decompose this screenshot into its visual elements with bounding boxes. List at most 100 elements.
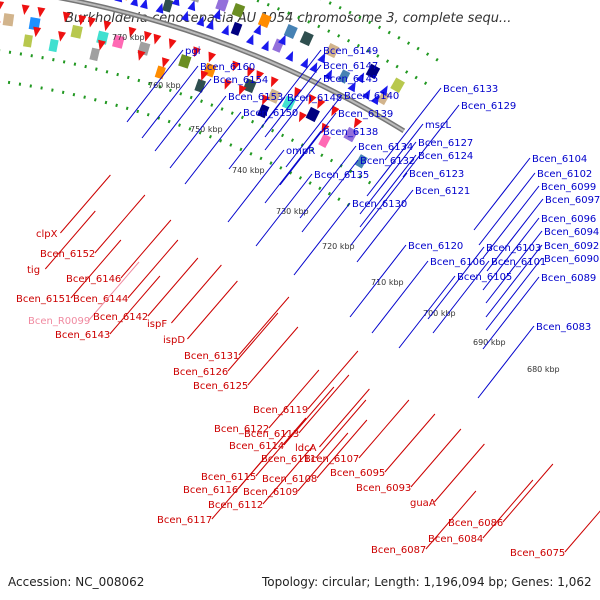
- feature-block: [390, 77, 405, 93]
- reverse-leader-line: [60, 174, 111, 234]
- reverse-leader-line: [283, 386, 335, 446]
- forward-arrow: [253, 24, 261, 36]
- reverse-arrow: [271, 76, 279, 88]
- feature-block: [343, 126, 358, 143]
- reverse-gene-label: ispF: [147, 319, 167, 330]
- reverse-leader-line: [171, 264, 222, 324]
- feature-block: [23, 34, 33, 48]
- reverse-gene-label: Bcen_6144: [73, 294, 128, 305]
- reverse-arrow: [353, 117, 363, 129]
- feature-block: [112, 34, 125, 49]
- feature-block: [188, 0, 202, 3]
- accession-label: Accession: NC_008062: [8, 575, 144, 589]
- forward-gene-label: Bcen_6103: [486, 243, 541, 254]
- feature-block: [242, 78, 257, 94]
- feature-block: [365, 63, 381, 80]
- feature-block: [305, 106, 320, 123]
- map-title: Burkholderia cenocepacia AU 1054 chromos…: [65, 11, 511, 26]
- forward-leader-line: [264, 64, 322, 138]
- forward-arrow: [171, 0, 180, 7]
- forward-leader-line: [227, 149, 285, 223]
- reverse-gene-label: Bcen_6107: [304, 454, 359, 465]
- feature-block: [267, 88, 282, 104]
- reverse-arrow: [162, 57, 170, 68]
- forward-gene-label: Bcen_6096: [541, 214, 596, 225]
- forward-gene-label: Bcen_6145: [323, 74, 378, 85]
- reverse-arrow: [298, 111, 307, 123]
- reverse-leader-line: [247, 326, 299, 386]
- reverse-gene-label: Bcen_6151: [16, 294, 71, 305]
- forward-arrow: [277, 34, 286, 46]
- forward-gene-label: Bcen_6090: [544, 254, 599, 265]
- forward-leader-line: [384, 87, 442, 161]
- reverse-gene-label: Bcen_6087: [371, 545, 426, 556]
- forward-gene-label: Bcen_6133: [443, 84, 498, 95]
- feature-block: [257, 13, 272, 28]
- reverse-gene-label: Bcen_6115: [201, 472, 256, 483]
- reverse-gene-label: Bcen_6086: [448, 518, 503, 529]
- forward-arrow: [139, 0, 148, 10]
- forward-gene-label: Bcen_6104: [532, 154, 587, 165]
- forward-arrow: [324, 69, 333, 81]
- forward-gene-label: Bcen_6160: [200, 62, 255, 73]
- forward-leader-line: [478, 172, 536, 246]
- forward-leader-line: [359, 154, 417, 228]
- forward-leader-line: [477, 325, 535, 399]
- feature-block: [162, 0, 174, 13]
- reverse-gene-label: Bcen_6146: [66, 274, 121, 285]
- forward-gene-label: Bcen_6153: [228, 92, 283, 103]
- reverse-leader-line: [227, 312, 279, 372]
- reverse-arrow: [0, 20, 1, 32]
- forward-arrow: [309, 62, 318, 73]
- forward-arrow: [300, 57, 309, 69]
- reverse-gene-label: Bcen_R0099: [28, 316, 90, 327]
- forward-gene-label: Bcen_6138: [323, 127, 378, 138]
- forward-arrow: [212, 8, 221, 20]
- forward-leader-line: [293, 202, 351, 276]
- topology-summary: Topology: circular; Length: 1,196,094 bp…: [261, 575, 592, 589]
- forward-arrow: [347, 81, 356, 93]
- reverse-arrow: [58, 31, 66, 42]
- reverse-leader-line: [147, 257, 199, 317]
- reverse-leader-line: [434, 443, 485, 503]
- reverse-arrow: [193, 46, 202, 58]
- reverse-leader-line: [316, 419, 368, 479]
- forward-gene-label: Bcen_6148: [287, 93, 342, 104]
- reverse-arrow: [294, 87, 303, 98]
- reverse-gene-label: Bcen_6131: [184, 351, 239, 362]
- reverse-leader-line: [482, 479, 534, 539]
- forward-gene-label: Bcen_6083: [536, 322, 591, 333]
- kbp-tick-label: 690 kbp: [473, 338, 506, 347]
- forward-gene-label: Bcen_6106: [430, 257, 485, 268]
- reverse-arrow: [200, 70, 209, 81]
- feature-block: [257, 104, 270, 119]
- reverse-gene-label: Bcen_6113: [244, 429, 299, 440]
- kbp-tick-label: 740 kbp: [232, 166, 265, 175]
- forward-leader-line: [228, 96, 286, 170]
- reverse-gene-label: Bcen_6117: [157, 515, 212, 526]
- reverse-gene-label: Bcen_6122: [214, 424, 269, 435]
- feature-block: [337, 69, 351, 84]
- reverse-arrow: [239, 84, 247, 96]
- feature-block: [281, 95, 296, 111]
- feature-block: [325, 42, 340, 59]
- reverse-gene-label: clpX: [36, 229, 58, 240]
- reverse-arrow: [321, 122, 330, 134]
- reverse-gene-label: tig: [27, 265, 40, 276]
- forward-leader-line: [485, 244, 543, 318]
- reverse-gene-label: Bcen_6143: [55, 330, 110, 341]
- reverse-arrow: [21, 4, 30, 15]
- forward-gene-label: Bcen_6139: [338, 109, 393, 120]
- reverse-leader-line: [315, 399, 367, 459]
- reverse-gene-label: Bcen_6152: [40, 249, 95, 260]
- forward-leader-line: [279, 112, 337, 186]
- reverse-gene-label: Bcen_6116: [183, 485, 238, 496]
- forward-leader-line: [427, 246, 485, 320]
- forward-arrow: [361, 89, 371, 101]
- forward-gene-label: Bcen_6149: [323, 46, 378, 57]
- forward-gene-label: Bcen_6120: [408, 241, 463, 252]
- forward-arrow: [155, 2, 164, 14]
- forward-gene-label: pgi: [185, 46, 200, 57]
